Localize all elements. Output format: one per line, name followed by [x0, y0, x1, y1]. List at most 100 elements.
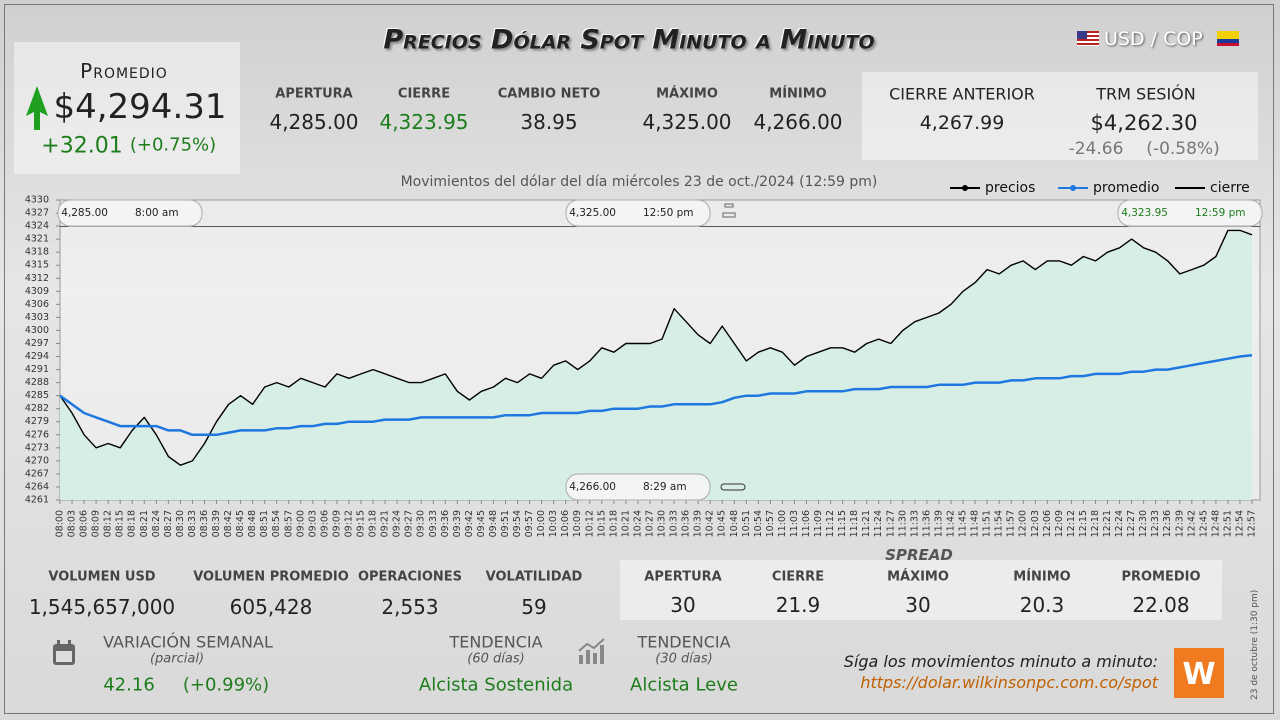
spread-value: 21.9 [775, 593, 821, 617]
x-tick-label: 11:51 [982, 510, 993, 537]
annotation: 4,323.95 12:59 pm [1117, 199, 1263, 227]
up-arrow [26, 86, 48, 130]
x-tick-label: 12:03 [1030, 510, 1041, 537]
trend-period: (30 días) [655, 651, 713, 667]
x-tick-label: 08:24 [151, 510, 162, 537]
annotation-value: 4,323.95 [1121, 207, 1168, 219]
x-tick-label: 09:00 [295, 510, 306, 537]
x-tick-label: 10:15 [596, 510, 607, 537]
x-tick-label: 09:30 [416, 510, 427, 537]
volume-label: VOLUMEN PROMEDIO [193, 569, 349, 585]
volume-label: VOLUMEN USD [48, 569, 156, 585]
x-tick-label: 09:06 [319, 510, 330, 537]
y-tick-label: 4297 [25, 338, 49, 349]
y-tick-label: 4300 [25, 325, 49, 336]
x-tick-label: 10:24 [632, 510, 643, 537]
x-tick-label: 10:39 [693, 510, 704, 537]
weekly-note: (parcial) [149, 651, 205, 667]
session-value: 38.95 [520, 110, 578, 134]
x-tick-label: 09:39 [452, 510, 463, 537]
spread-value: 30 [670, 593, 696, 617]
y-tick-label: 4285 [25, 390, 49, 401]
x-tick-label: 09:15 [356, 510, 367, 537]
x-tick-label: 10:36 [681, 510, 692, 537]
spread-label: APERTURA [644, 569, 722, 585]
us-flag [1077, 31, 1099, 46]
series-line [59, 353, 1253, 437]
x-tick-label: 10:48 [729, 510, 740, 537]
x-tick-label: 11:18 [849, 510, 860, 537]
x-tick-label: 09:54 [512, 510, 523, 537]
x-tick-label: 11:36 [921, 510, 932, 537]
x-tick-label: 10:06 [560, 510, 571, 537]
y-tick-label: 4261 [25, 495, 49, 506]
promedio-change-pct: (+0.75%) [129, 134, 217, 156]
legend-dot [1070, 185, 1076, 191]
annotation-value: 4,266.00 [569, 481, 616, 493]
annotation-box [565, 199, 711, 227]
session-label: MÁXIMO [656, 86, 718, 102]
session-label: CAMBIO NETO [497, 86, 601, 102]
x-tick-label: 10:30 [657, 510, 668, 537]
x-tick-label: 08:03 [67, 510, 78, 537]
x-tick-label: 09:24 [392, 510, 403, 537]
x-tick-label: 09:48 [488, 510, 499, 537]
x-tick-label: 11:00 [777, 510, 788, 537]
price-area [60, 230, 1252, 500]
promedio-change: +32.01 [41, 133, 123, 159]
trm-change-pct: (-0.58%) [1146, 139, 1220, 159]
x-tick-label: 10:03 [548, 510, 559, 537]
y-tick-label: 4270 [25, 455, 49, 466]
x-tick-label: 10:45 [717, 510, 728, 537]
session-value: 4,266.00 [753, 110, 843, 134]
x-tick-label: 09:12 [343, 510, 354, 537]
chart-subtitle: Movimientos del dólar del día miércoles … [401, 174, 878, 190]
spread-value: 20.3 [1019, 593, 1065, 617]
x-tick-label: 08:21 [139, 510, 150, 537]
x-tick-label: 09:57 [524, 510, 535, 537]
x-tick-label: 10:18 [608, 510, 619, 537]
trm-label: TRM SESIÓN [1096, 84, 1196, 104]
spread-title: SPREAD [885, 546, 953, 564]
y-tick-label: 4288 [25, 377, 49, 388]
spread-label: CIERRE [771, 569, 825, 585]
previous-panel [862, 72, 1258, 160]
x-tick-label: 11:09 [813, 510, 824, 537]
x-tick-label: 12:42 [1186, 510, 1197, 537]
footer-url[interactable]: https://dolar.wilkinsonpc.com.co/spot [860, 673, 1158, 692]
x-tick-label: 08:27 [163, 510, 174, 537]
volume-value: 1,545,657,000 [28, 595, 176, 619]
y-tick-label: 4315 [25, 260, 49, 271]
y-tick-label: 4291 [25, 364, 49, 375]
x-tick-label: 08:06 [79, 510, 90, 537]
y-tick-label: 4279 [25, 416, 49, 427]
x-tick-label: 12:48 [1210, 510, 1221, 537]
x-tick-label: 12:12 [1066, 510, 1077, 537]
weekly-change-pct: (+0.99%) [182, 674, 270, 696]
x-tick-label: 08:51 [259, 510, 270, 537]
y-tick-label: 4312 [25, 273, 49, 284]
x-tick-label: 12:15 [1078, 510, 1089, 537]
x-tick-label: 09:51 [500, 510, 511, 537]
promedio-value: $4,294.31 [53, 87, 227, 127]
y-tick-label: 4294 [25, 351, 49, 362]
promedio-label: Promedio [80, 59, 168, 83]
x-tick-label: 12:39 [1174, 510, 1185, 537]
x-tick-label: 11:39 [933, 510, 944, 537]
legend-dot [962, 185, 968, 191]
x-tick-label: 08:15 [115, 510, 126, 537]
x-tick-label: 11:45 [958, 510, 969, 537]
trend-icon [578, 638, 605, 664]
x-tick-label: 12:09 [1054, 510, 1065, 537]
x-tick-label: 11:57 [1006, 510, 1017, 537]
y-tick-label: 4318 [25, 247, 49, 258]
y-tick-label: 4327 [25, 208, 49, 219]
volume-value: 59 [521, 595, 547, 619]
scroll-icon [720, 483, 746, 491]
x-tick-label: 11:24 [873, 510, 884, 537]
volume-value: 605,428 [229, 595, 313, 619]
x-tick-label: 08:57 [283, 510, 294, 537]
x-tick-label: 10:12 [584, 510, 595, 537]
session-label: CIERRE [397, 86, 451, 102]
